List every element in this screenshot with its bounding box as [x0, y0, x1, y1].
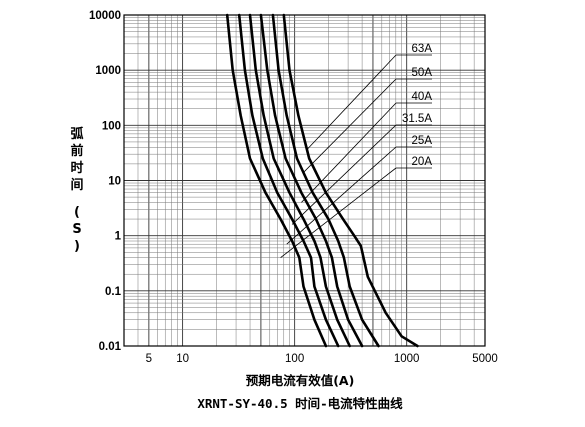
y-tick-label: 10 [108, 176, 121, 188]
tick-labels: 0.01 0.1 1 10 100 1000 10000 5 10 100 1000 5000 [89, 10, 498, 365]
series-label: 25A [412, 135, 433, 147]
leader-line [301, 102, 397, 203]
leader-line [303, 78, 397, 173]
x-tick-label: 10 [176, 353, 189, 365]
y-tick-label: 0.1 [105, 286, 122, 298]
chart-title: XRNT-SY-40.5 时间-电流特性曲线 [197, 396, 403, 411]
y-tick-label: 1 [115, 231, 122, 243]
series-labels: 63A 50A 40A 31.5A 25A 20A [280, 43, 433, 258]
curve-63a [282, 13, 419, 348]
x-tick-label: 100 [285, 353, 304, 365]
x-tick-label: 5000 [472, 353, 498, 365]
curve-31-5a [248, 13, 351, 348]
curve-40a [259, 13, 364, 348]
leader-line [291, 124, 397, 225]
series-label: 31.5A [402, 113, 432, 125]
series-label: 50A [412, 67, 433, 79]
y-tick-label: 100 [102, 120, 121, 132]
curve-25a [237, 13, 340, 348]
x-tick-label: 1000 [394, 353, 420, 365]
y-tick-label: 1000 [95, 65, 121, 77]
y-tick-label: 0.01 [99, 341, 122, 353]
curve-20a [225, 13, 328, 348]
leader-line [307, 54, 397, 150]
leader-line [280, 167, 397, 258]
plot-frame [123, 14, 486, 347]
y-tick-label: 10000 [89, 10, 121, 22]
leader-line [286, 146, 397, 245]
y-axis-label: 弧前时间(S) [70, 126, 83, 254]
series-label: 20A [412, 156, 433, 168]
x-axis-label: 预期电流有效值(A) [246, 373, 355, 388]
x-tick-label: 5 [146, 353, 152, 365]
series-label: 63A [412, 43, 433, 55]
curve-50a [271, 13, 380, 348]
series-label: 40A [412, 91, 433, 103]
curves [225, 13, 419, 348]
grid [123, 15, 486, 347]
